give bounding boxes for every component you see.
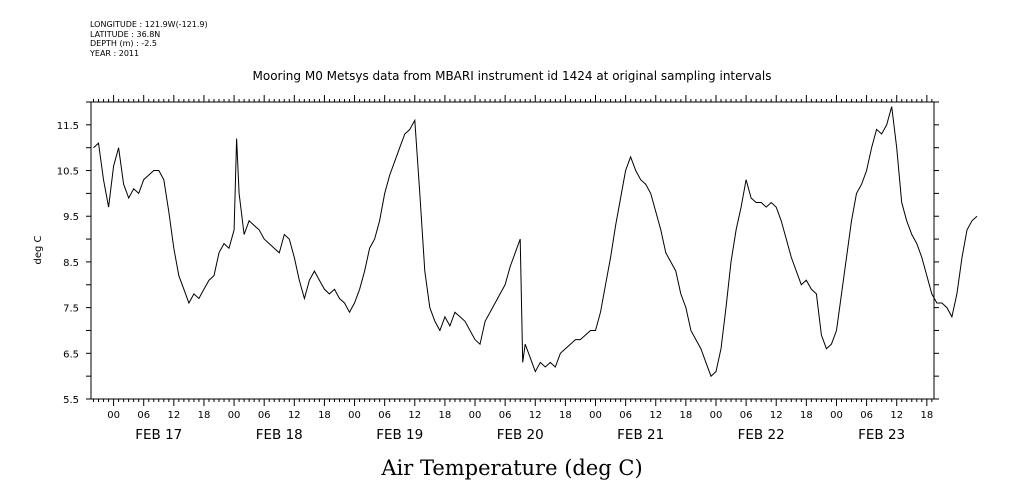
x-tick-label: 00 [469,410,482,421]
x-tick-label: 18 [680,410,693,421]
day-label: FEB 17 [135,427,182,443]
series-layer [93,106,978,378]
y-tick-label: 8.5 [63,258,79,269]
x-tick-label: 18 [198,410,211,421]
day-label: FEB 22 [738,427,785,443]
x-tick-label: 12 [649,410,662,421]
x-tick-label: 06 [137,410,150,421]
x-tick-labels: 00 06 12 18 00 06 12 18 00 06 12 18 00 06 12 18 00 06 12 18… [107,410,933,421]
y-tick-labels: 5.5 6.5 7.5 8.5 9.5 10.5 11.5 [57,121,79,406]
x-tick-label: 00 [830,410,843,421]
x-axis-label: Air Temperature (deg C) [380,456,642,480]
x-tick-label: 12 [288,410,301,421]
x-tick-label: 06 [740,410,753,421]
metadata-year: YEAR : 2011 [90,48,140,58]
y-tick-label: 7.5 [63,304,79,315]
y-tick-label: 6.5 [63,349,79,360]
day-label: FEB 20 [497,427,544,443]
metadata-latitude: LATITUDE : 36.8N [90,29,161,39]
metadata-longitude: LONGITUDE : 121.9W(-121.9) [90,20,208,29]
x-tick-label: 06 [499,410,512,421]
series-line [93,106,978,378]
x-tick-label: 18 [318,410,331,421]
x-tick-label: 18 [920,410,933,421]
x-tick-label: 00 [228,410,241,421]
x-tick-label: 12 [408,410,421,421]
x-tick-label: 00 [107,410,120,421]
x-tick-label: 06 [378,410,391,421]
plot-frame [90,101,935,400]
y-tick-label: 11.5 [57,121,79,132]
x-tick-label: 12 [529,410,542,421]
x-tick-label: 18 [800,410,813,421]
metadata-block: LONGITUDE : 121.9W(-121.9) LATITUDE : 36… [90,20,208,58]
x-tick-label: 18 [559,410,572,421]
axis-ticks [86,95,939,406]
x-tick-label: 06 [258,410,271,421]
y-tick-label: 9.5 [63,212,79,223]
x-tick-label: 06 [619,410,632,421]
metadata-depth: DEPTH (m) : -2.5 [90,39,157,48]
y-tick-label: 10.5 [57,167,79,178]
x-tick-label: 18 [439,410,452,421]
day-label: FEB 21 [617,427,664,443]
x-tick-label: 06 [860,410,873,421]
x-tick-label: 00 [710,410,723,421]
day-label: FEB 23 [858,427,905,443]
day-labels: FEB 17 FEB 18 FEB 19 FEB 20 FEB 21 FEB 22 FEB … [135,427,905,443]
x-tick-label: 00 [348,410,361,421]
x-tick-label: 12 [890,410,903,421]
day-label: FEB 18 [256,427,303,443]
chart-title: Mooring M0 Metsys data from MBARI instru… [253,69,772,83]
y-tick-label: 5.5 [63,395,79,406]
day-label: FEB 19 [376,427,423,443]
y-axis-label: deg C [33,235,44,264]
x-tick-label: 12 [167,410,180,421]
x-tick-label: 00 [589,410,602,421]
x-tick-label: 12 [770,410,783,421]
